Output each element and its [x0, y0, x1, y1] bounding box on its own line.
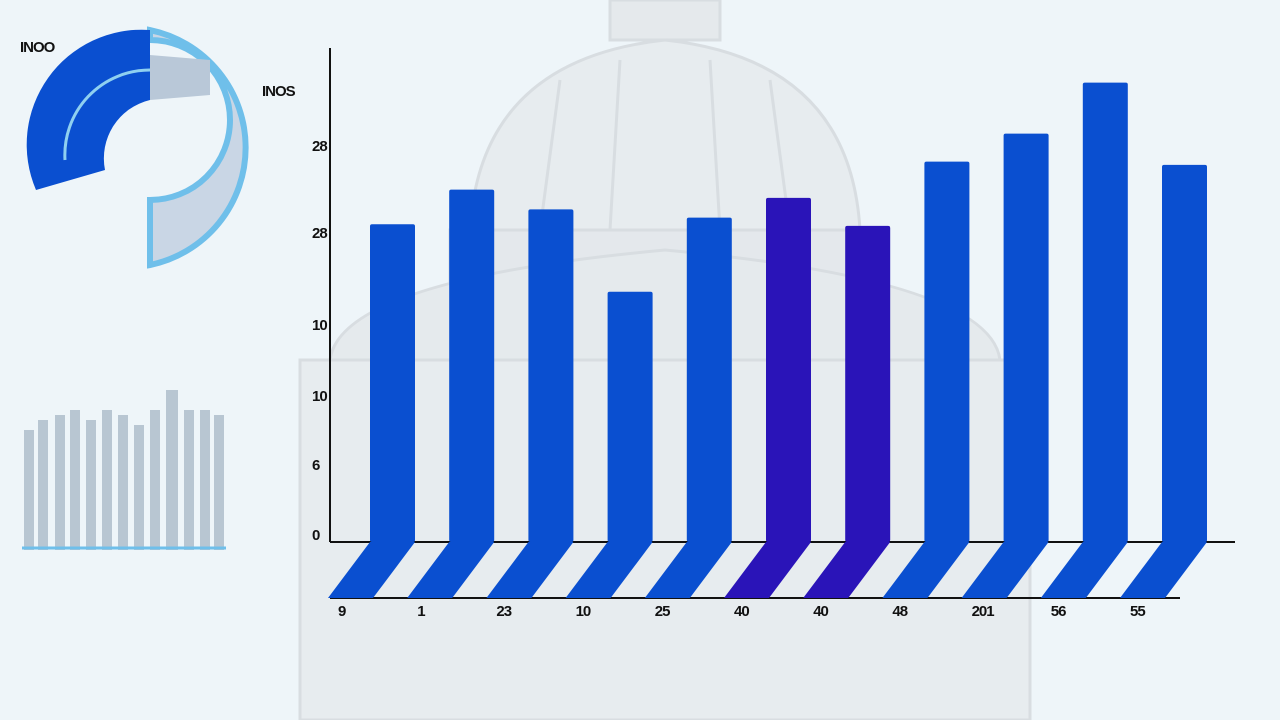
donut-label: INOS: [262, 83, 296, 100]
bar: [1082, 82, 1128, 542]
x-tick-label: 23: [496, 603, 511, 620]
bar-floor: [1120, 542, 1207, 598]
bar: [1162, 164, 1207, 542]
bar: [845, 225, 891, 542]
bar-floor: [486, 542, 574, 598]
y-axis-label: 10: [312, 317, 327, 334]
y-axis-label: 28: [312, 138, 327, 155]
x-tick-label: 1: [417, 603, 425, 620]
bar-floor: [724, 542, 811, 598]
x-tick-label: 40: [734, 603, 749, 620]
bar-floor: [1040, 542, 1128, 598]
bar-floor: [803, 542, 891, 598]
bar-floor: [882, 542, 970, 598]
bar: [528, 209, 574, 542]
bar: [370, 224, 415, 542]
x-tick-label: 48: [892, 603, 907, 620]
x-tick-label: 10: [576, 603, 591, 620]
bar: [766, 197, 811, 542]
bar-floor: [961, 542, 1049, 598]
y-axis-label: 6: [312, 457, 320, 474]
bar: [924, 161, 970, 542]
bar-floor: [644, 542, 732, 598]
bar-floor: [565, 542, 653, 598]
x-tick-label: 201: [972, 603, 995, 620]
mini-bar-chart: [22, 390, 226, 550]
bar: [449, 189, 495, 542]
bar: [686, 217, 732, 542]
x-tick-label: 9: [338, 603, 346, 620]
y-axis-label: 0: [312, 527, 320, 544]
donut-chart: [26, 26, 249, 269]
bar-floor: [328, 542, 415, 598]
x-tick-label: 55: [1130, 603, 1145, 620]
y-axis-label: 28: [312, 225, 327, 242]
donut-label: INOO: [20, 39, 56, 56]
y-axis-label: 10: [312, 388, 327, 405]
x-tick-label: 56: [1051, 603, 1066, 620]
bar: [1003, 133, 1049, 543]
bar: [607, 291, 653, 542]
x-tick-label: 40: [813, 603, 828, 620]
bar-floor: [407, 542, 495, 598]
x-tick-label: 25: [655, 603, 670, 620]
